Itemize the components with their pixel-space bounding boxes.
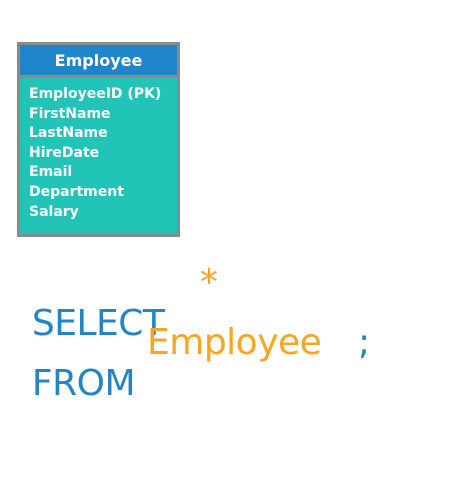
entity-field: Salary [29,203,79,220]
entity-field: HireDate [29,144,100,161]
sql-from-line: FROM Employee ; [10,322,370,486]
statement-terminator: ; [358,322,370,363]
entity-field-list: EmployeeID (PK) FirstName LastName HireD… [20,78,177,222]
entity-field: Department [29,183,124,200]
sql-select-line: SELECT * [10,262,218,385]
from-keyword: FROM [31,363,136,404]
employee-entity-box: Employee EmployeeID (PK) FirstName LastN… [17,42,180,237]
select-columns: * [200,262,218,303]
entity-title: Employee [20,45,177,78]
select-keyword: SELECT [31,303,165,344]
entity-field: Email [29,164,73,181]
from-table-name: Employee [147,322,322,363]
entity-field: FirstName [29,105,111,122]
entity-field: LastName [29,125,108,142]
entity-field: EmployeeID (PK) [29,86,162,102]
